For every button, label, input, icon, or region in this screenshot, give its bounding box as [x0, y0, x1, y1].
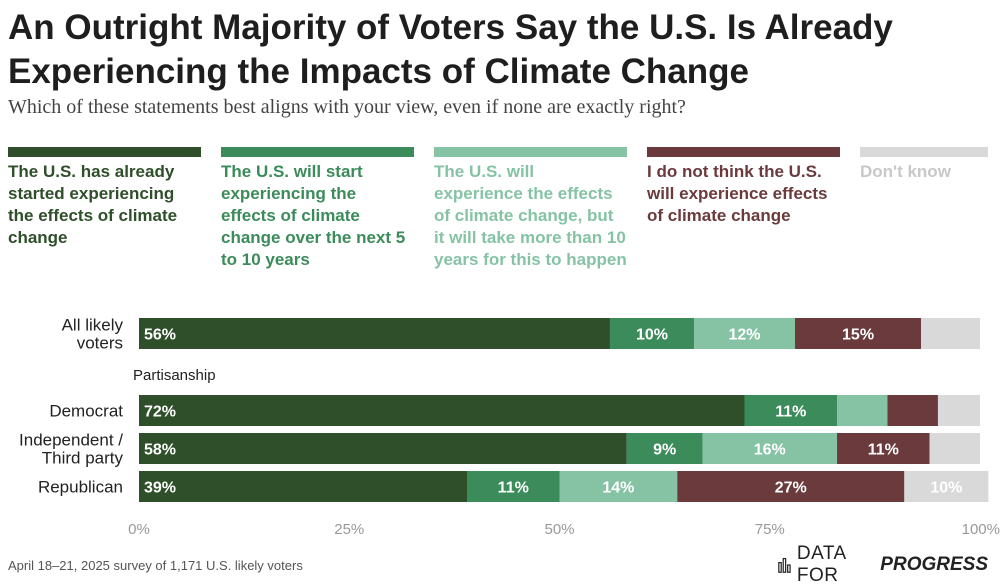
legend-item-dont-know: Don't know [860, 147, 988, 183]
legend-item-next-5-10: The U.S. will start experiencing the eff… [221, 147, 414, 271]
data-label: 10% [636, 327, 668, 344]
data-label: 14% [602, 480, 634, 497]
group-label-partisanship: Partisanship [133, 367, 216, 384]
data-label: 10% [930, 480, 962, 497]
legend-item-already: The U.S. has already started experiencin… [8, 147, 201, 249]
legend-item-never: I do not think the U.S. will experience … [647, 147, 840, 227]
x-tick-label: 50% [544, 521, 574, 538]
data-label: 27% [775, 480, 807, 497]
data-label: 15% [842, 327, 874, 344]
bar-segment [139, 433, 627, 464]
data-label: 39% [144, 480, 176, 497]
x-tick-label: 0% [128, 521, 150, 538]
bar-segment [609, 318, 695, 349]
x-tick-label: 100% [962, 521, 1000, 538]
bar-segment [702, 433, 838, 464]
category-label: Independent / Third party [19, 431, 123, 468]
bar-segment [837, 433, 930, 464]
category-label: Democrat [49, 402, 123, 421]
bar-segment [887, 395, 938, 426]
chart-subtitle: Which of these statements best aligns wi… [8, 96, 686, 118]
data-label: 58% [144, 442, 176, 459]
legend-label: The U.S. will start experiencing the eff… [221, 162, 406, 269]
bar-chart-icon [778, 557, 791, 573]
x-tick-label: 25% [334, 521, 364, 538]
bar-segment [626, 433, 703, 464]
bar-segment [559, 471, 678, 502]
brand-name-emphasis: PROGRESS [880, 554, 988, 575]
legend-swatch [434, 147, 627, 157]
bar-segment [694, 318, 795, 349]
data-label: 16% [754, 442, 786, 459]
legend-swatch [860, 147, 988, 157]
data-label: 72% [144, 404, 176, 421]
data-label: 11% [868, 442, 899, 459]
legend-item-more-than-10: The U.S. will experience the effects of … [434, 147, 627, 271]
data-label: 56% [144, 327, 176, 344]
bar-segment [929, 433, 980, 464]
bar-segment [794, 318, 922, 349]
bar-segment [921, 318, 980, 349]
data-label: 9% [653, 442, 676, 459]
legend-label: The U.S. has already started experiencin… [8, 162, 178, 247]
x-tick-label: 75% [755, 521, 785, 538]
legend-swatch [647, 147, 840, 157]
bar-segment [677, 471, 905, 502]
bar-segment [837, 395, 888, 426]
bar-segment [139, 395, 745, 426]
chart-title: An Outright Majority of Voters Say the U… [8, 8, 893, 91]
legend-label: I do not think the U.S. will experience … [647, 162, 828, 225]
category-label: All likely voters [62, 316, 124, 353]
bar-segment [904, 471, 989, 502]
survey-footnote: April 18–21, 2025 survey of 1,171 U.S. l… [8, 558, 303, 573]
brand-name-part: DATA FOR [796, 543, 846, 586]
brand-logo: DATA FOR PROGRESS [778, 543, 988, 586]
data-label: 12% [729, 327, 761, 344]
data-label: 11% [775, 404, 806, 421]
legend-swatch [221, 147, 414, 157]
category-label: Republican [38, 478, 123, 497]
bar-segment [466, 471, 560, 502]
data-label: 11% [498, 480, 529, 497]
legend-label: The U.S. will experience the effects of … [434, 162, 627, 269]
bar-segment [139, 471, 467, 502]
legend-label: Don't know [860, 162, 951, 181]
bar-segment [139, 318, 610, 349]
bar-segment [937, 395, 980, 426]
legend-swatch [8, 147, 201, 157]
bar-segment [744, 395, 838, 426]
